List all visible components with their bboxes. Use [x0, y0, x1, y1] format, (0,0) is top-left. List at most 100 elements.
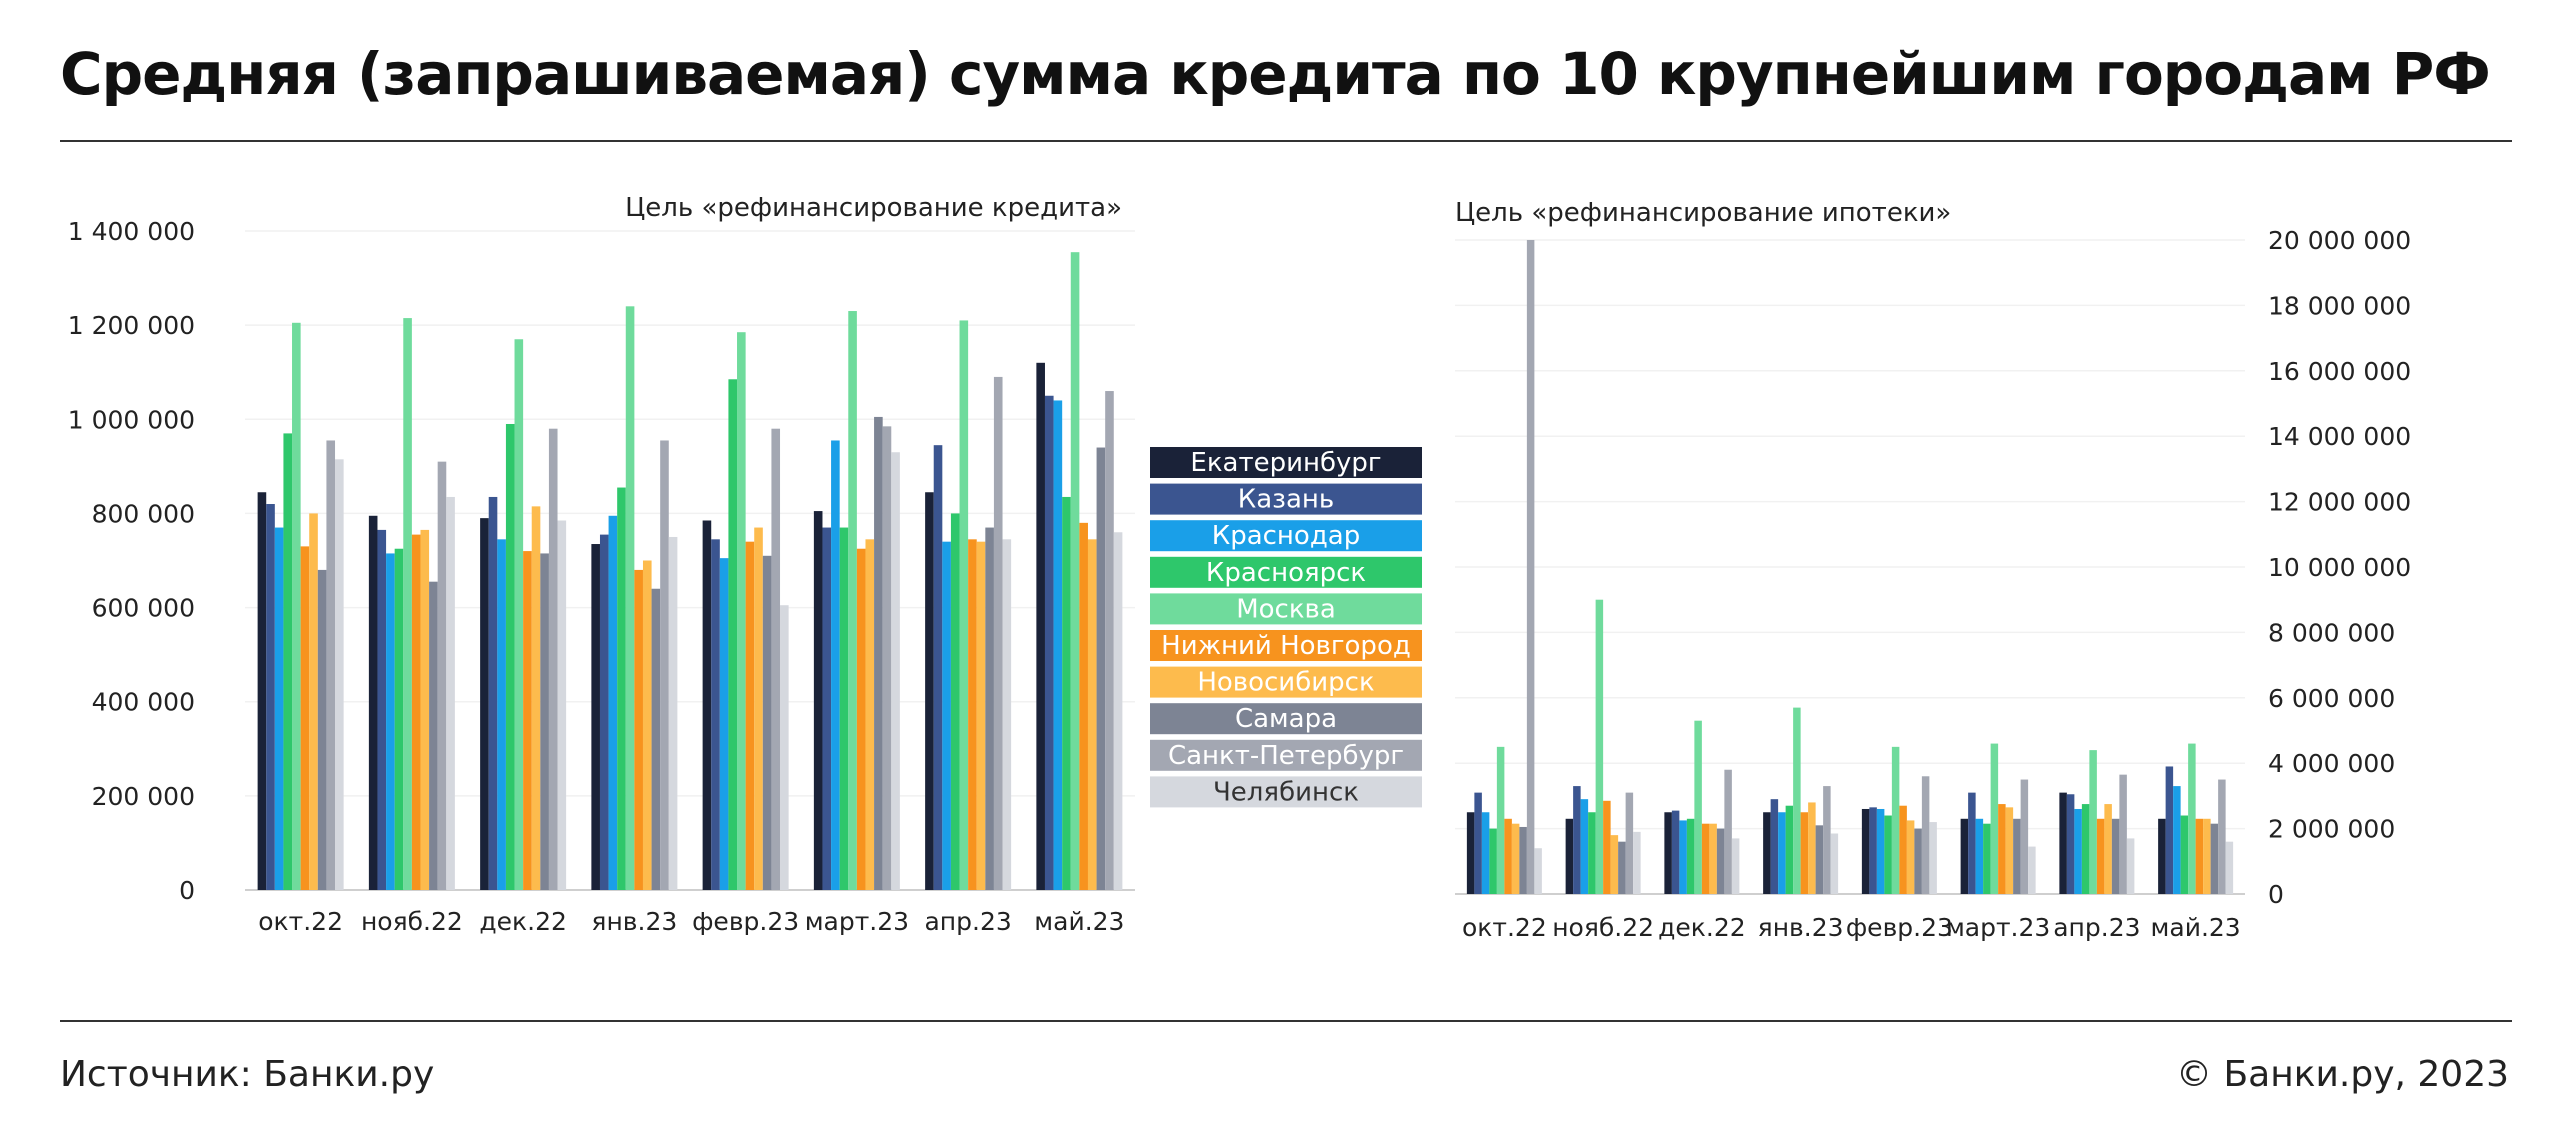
- bar-красноярск: [728, 379, 738, 890]
- y-tick-label: 8 000 000: [2268, 618, 2395, 647]
- legend-label: Санкт-Петербург: [1168, 741, 1404, 771]
- legend-swatch-санкт-петербург: [1150, 739, 1422, 771]
- bar-санкт-петербург: [1625, 792, 1634, 894]
- x-tick-label: март.23: [1946, 913, 2050, 942]
- bar-красноярск: [1062, 496, 1071, 890]
- y-tick-label: 800 000: [92, 499, 195, 528]
- bar-самара: [1618, 841, 1626, 894]
- bar-казань: [1770, 799, 1779, 894]
- bar-самара: [1815, 825, 1824, 894]
- bar-нижний-новгород: [300, 546, 310, 890]
- bar-красноярск: [839, 527, 849, 890]
- bar-казань: [1671, 810, 1680, 894]
- bar-москва: [1793, 707, 1801, 894]
- bar-новосибирск: [2104, 804, 2112, 894]
- x-tick-label: нояб.22: [1552, 913, 1654, 942]
- bar-новосибирск: [1087, 539, 1097, 890]
- bar-казань: [822, 527, 832, 890]
- bar-челябинск: [1731, 838, 1740, 894]
- bar-москва: [1595, 599, 1604, 894]
- bar-казань: [488, 496, 498, 890]
- bar-екатеринбург: [591, 544, 600, 890]
- bar-москва: [737, 332, 746, 890]
- bar-самара: [1096, 447, 1106, 890]
- legend-swatch-москва: [1150, 593, 1422, 625]
- bar-новосибирск: [2203, 818, 2211, 894]
- bar-челябинск: [1929, 822, 1937, 894]
- bar-красноярск: [2180, 815, 2189, 894]
- bar-екатеринбург: [2158, 818, 2166, 894]
- bar-екатеринбург: [925, 492, 934, 890]
- chart-title: Цель «рефинансирование кредита»: [625, 193, 1122, 223]
- legend-label: Казань: [1238, 485, 1334, 515]
- bar-челябинск: [446, 496, 455, 890]
- bar-казань: [2066, 794, 2075, 894]
- bar-краснодар: [1053, 400, 1063, 890]
- bar-екатеринбург: [1763, 812, 1771, 894]
- bar-казань: [2165, 766, 2174, 894]
- legend-swatch-екатеринбург: [1150, 447, 1422, 478]
- bar-москва: [1070, 252, 1080, 891]
- bar-екатеринбург: [1960, 818, 1969, 894]
- bar-краснодар: [2173, 786, 2181, 894]
- bar-казань: [377, 529, 387, 890]
- legend-swatch-челябинск: [1150, 776, 1422, 808]
- x-tick-label: нояб.22: [361, 907, 463, 936]
- bar-нижний-новгород: [2195, 818, 2204, 894]
- y-tick-label: 0: [2268, 880, 2284, 909]
- y-tick-label: 6 000 000: [2268, 684, 2395, 713]
- y-tick-label: 1 400 000: [68, 217, 195, 246]
- bar-санкт-петербург: [2218, 779, 2226, 894]
- bar-санкт-петербург: [1724, 769, 1732, 894]
- chart-title: Цель «рефинансирование ипотеки»: [1455, 198, 1951, 228]
- footer-divider: [60, 1020, 2512, 1022]
- x-tick-label: янв.23: [1758, 913, 1844, 942]
- bar-новосибирск: [1610, 835, 1619, 894]
- bar-красноярск: [505, 423, 515, 890]
- bar-нижний-новгород: [745, 541, 755, 890]
- bar-краснодар: [719, 558, 729, 890]
- bar-краснодар: [1580, 799, 1589, 894]
- bar-новосибирск: [309, 513, 318, 890]
- bar-челябинск: [335, 459, 344, 890]
- bar-екатеринбург: [1664, 812, 1672, 894]
- bar-челябинск: [2225, 841, 2234, 894]
- bar-екатеринбург: [702, 520, 712, 890]
- bar-нижний-новгород: [856, 548, 866, 890]
- bar-краснодар: [2074, 808, 2082, 894]
- bar-красноярск: [394, 548, 404, 890]
- y-tick-label: 0: [179, 876, 195, 905]
- legend-swatch-казань: [1150, 483, 1422, 515]
- x-tick-label: дек.22: [1658, 913, 1746, 942]
- bar-челябинск: [557, 520, 567, 890]
- bar-санкт-петербург: [771, 428, 781, 890]
- bar-екатеринбург: [257, 492, 267, 890]
- bar-краснодар: [1975, 818, 1984, 894]
- legend-label: Красноярск: [1206, 558, 1366, 588]
- bar-челябинск: [1633, 831, 1641, 894]
- bar-москва: [2089, 750, 2097, 894]
- legend-label: Нижний Новгород: [1161, 631, 1411, 661]
- x-tick-label: февр.23: [692, 907, 799, 936]
- legend-swatch-краснодар: [1150, 520, 1422, 552]
- x-tick-label: март.23: [805, 907, 909, 936]
- bar-нижний-новгород: [968, 539, 977, 890]
- bar-нижний-новгород: [1899, 805, 1907, 894]
- bar-челябинск: [891, 452, 900, 890]
- bar-санкт-петербург: [326, 440, 336, 890]
- bar-самара: [874, 416, 883, 890]
- y-tick-label: 200 000: [92, 782, 195, 811]
- bar-самара: [2013, 818, 2021, 894]
- bar-новосибирск: [1511, 823, 1520, 894]
- y-tick-label: 1 200 000: [68, 311, 195, 340]
- bar-новосибирск: [1709, 823, 1717, 894]
- bar-нижний-новгород: [1998, 804, 2006, 894]
- bar-москва: [959, 320, 969, 891]
- bar-самара: [651, 588, 661, 890]
- bar-новосибирск: [642, 560, 652, 890]
- bar-самара: [985, 527, 994, 890]
- bar-самара: [540, 553, 549, 890]
- bar-москва: [514, 339, 524, 890]
- copyright-note: © Банки.ру, 2023: [2176, 1054, 2509, 1095]
